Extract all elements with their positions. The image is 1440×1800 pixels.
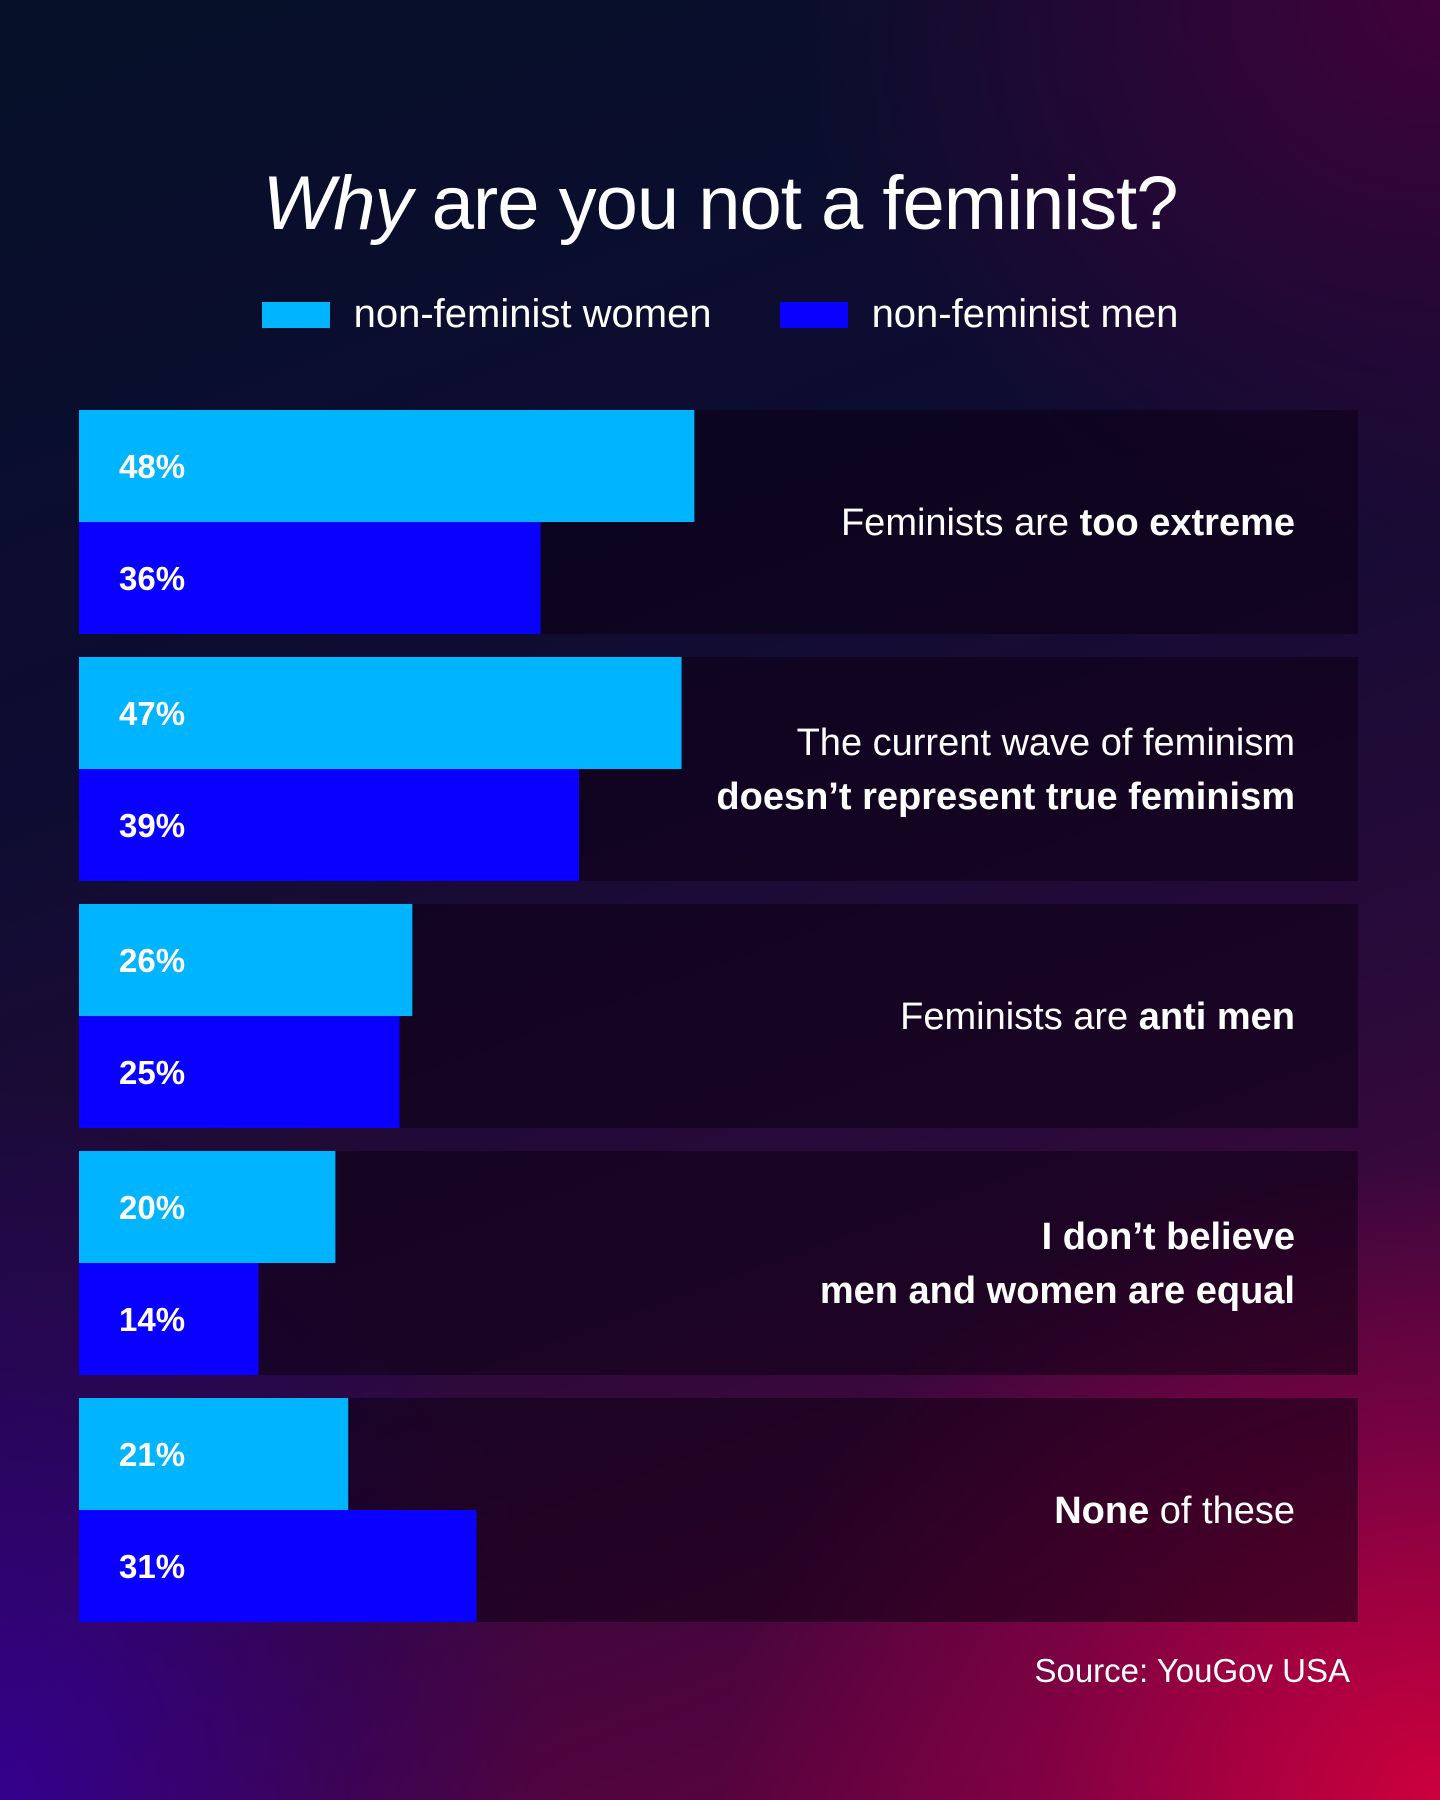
title-emphasis: Why	[262, 161, 413, 246]
category-label: Feminists are too extreme	[841, 502, 1295, 544]
category-label: men and women are equal	[820, 1270, 1295, 1312]
legend-item-women: non-feminist women	[261, 292, 712, 337]
category-group: 26% 25% Feminists are anti men	[79, 904, 1358, 1128]
data-label: 14%	[119, 1301, 185, 1338]
data-label: 48%	[119, 448, 185, 485]
category-label-part: men and women are equal	[820, 1270, 1295, 1312]
category-label: I don’t believe	[1042, 1216, 1295, 1258]
category-label-part: None	[1054, 1490, 1149, 1532]
bar-women	[79, 657, 682, 769]
bar-men	[79, 1263, 259, 1375]
legend: non-feminist women non-feminist men	[0, 292, 1440, 337]
category-label: None of these	[1054, 1490, 1295, 1532]
legend-swatch-men	[779, 301, 848, 328]
legend-label-men: non-feminist men	[871, 292, 1179, 336]
category-label-part: The current wave of feminism	[797, 722, 1295, 764]
data-label: 36%	[119, 560, 185, 597]
bar-women	[79, 1398, 349, 1510]
category-label-part: too extreme	[1080, 502, 1295, 544]
category-label: The current wave of feminism	[797, 722, 1295, 764]
category-label-part: anti men	[1139, 996, 1295, 1038]
category-group: 47% 39% The current wave of feminism doesn’…	[79, 657, 1358, 881]
data-label: 31%	[119, 1548, 185, 1585]
bar-women	[79, 1151, 336, 1263]
category-label-part: of these	[1149, 1490, 1295, 1532]
data-label: 25%	[119, 1054, 185, 1091]
bar-men	[79, 1016, 400, 1128]
data-label: 47%	[119, 695, 185, 732]
data-label: 26%	[119, 942, 185, 979]
category-label-part: doesn’t represent true feminism	[716, 776, 1295, 818]
bar-women	[79, 904, 413, 1016]
category-label: Feminists are anti men	[900, 996, 1295, 1038]
bar-men	[79, 1510, 477, 1622]
bar-men	[79, 769, 579, 881]
category-label-part: Feminists are	[841, 502, 1080, 544]
bar-women	[79, 410, 695, 522]
bar-men	[79, 522, 541, 634]
category-group: 20% 14% I don’t believe men and women are e…	[79, 1151, 1358, 1375]
category-group: 21% 31% None of these	[79, 1398, 1358, 1622]
data-label: 21%	[119, 1436, 185, 1473]
source-note: Source: YouGov USA	[1034, 1652, 1350, 1689]
legend-label-women: non-feminist women	[353, 292, 712, 336]
chart-title: Why are you not a feminist?	[0, 160, 1440, 247]
category-group: 48% 36% Feminists are too extreme	[79, 410, 1358, 634]
category-label-part: I don’t believe	[1042, 1216, 1295, 1258]
data-label: 39%	[119, 807, 185, 844]
legend-item-men: non-feminist men	[779, 292, 1179, 337]
category-label: doesn’t represent true feminism	[716, 776, 1295, 818]
title-rest: are you not a feminist?	[411, 161, 1179, 246]
data-label: 20%	[119, 1189, 185, 1226]
category-label-part: Feminists are	[900, 996, 1139, 1038]
legend-swatch-women	[261, 301, 330, 328]
